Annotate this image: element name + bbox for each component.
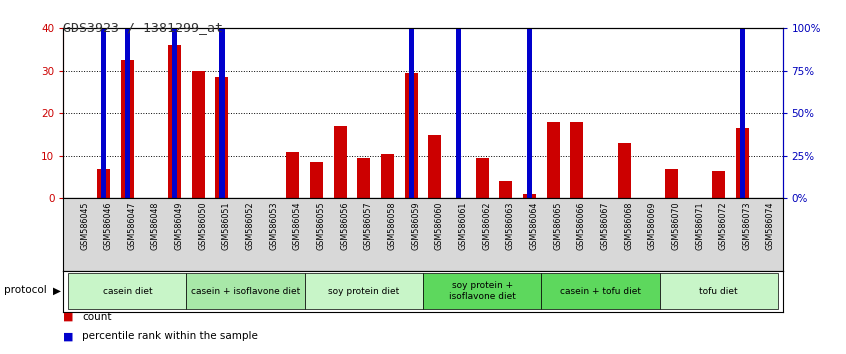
Bar bbox=[69, 273, 186, 309]
Bar bbox=[409, 28, 414, 198]
Text: GSM586071: GSM586071 bbox=[695, 202, 704, 250]
Bar bbox=[101, 28, 107, 198]
Text: GSM586052: GSM586052 bbox=[245, 202, 255, 251]
Text: ■: ■ bbox=[63, 331, 74, 341]
Bar bbox=[333, 126, 347, 198]
Text: casein + tofu diet: casein + tofu diet bbox=[560, 287, 641, 296]
Bar bbox=[168, 45, 181, 198]
Bar bbox=[456, 28, 461, 198]
Text: GSM586058: GSM586058 bbox=[387, 202, 397, 250]
Bar bbox=[192, 71, 205, 198]
Text: GSM586056: GSM586056 bbox=[340, 202, 349, 250]
Text: casein + isoflavone diet: casein + isoflavone diet bbox=[191, 287, 300, 296]
Bar bbox=[287, 152, 299, 198]
Text: GSM586046: GSM586046 bbox=[104, 202, 113, 250]
Bar bbox=[97, 169, 110, 198]
Text: protocol: protocol bbox=[4, 285, 47, 295]
Text: soy protein +
isoflavone diet: soy protein + isoflavone diet bbox=[448, 281, 515, 301]
Text: GSM586054: GSM586054 bbox=[293, 202, 302, 250]
Text: GSM586051: GSM586051 bbox=[222, 202, 231, 250]
Text: GSM586072: GSM586072 bbox=[719, 202, 728, 251]
Text: GSM586045: GSM586045 bbox=[80, 202, 89, 250]
Bar bbox=[665, 169, 678, 198]
Text: GSM586074: GSM586074 bbox=[766, 202, 775, 250]
Bar bbox=[712, 171, 725, 198]
Bar bbox=[305, 273, 423, 309]
Bar bbox=[547, 122, 559, 198]
Text: GSM586059: GSM586059 bbox=[411, 202, 420, 251]
Bar bbox=[527, 28, 532, 198]
Text: GSM586062: GSM586062 bbox=[482, 202, 492, 250]
Text: GSM586055: GSM586055 bbox=[316, 202, 326, 251]
Bar bbox=[570, 122, 583, 198]
Text: tofu diet: tofu diet bbox=[700, 287, 738, 296]
Bar bbox=[381, 154, 394, 198]
Text: GSM586057: GSM586057 bbox=[364, 202, 373, 251]
Bar bbox=[523, 194, 536, 198]
Bar bbox=[124, 28, 130, 198]
Bar bbox=[736, 128, 749, 198]
Bar bbox=[357, 158, 371, 198]
Bar bbox=[186, 273, 305, 309]
Text: GSM586047: GSM586047 bbox=[127, 202, 136, 250]
Bar bbox=[219, 28, 224, 198]
Text: soy protein diet: soy protein diet bbox=[328, 287, 399, 296]
Text: GSM586070: GSM586070 bbox=[672, 202, 680, 250]
Bar bbox=[541, 273, 660, 309]
Bar bbox=[310, 162, 323, 198]
Text: GSM586049: GSM586049 bbox=[174, 202, 184, 250]
Text: GSM586048: GSM586048 bbox=[151, 202, 160, 250]
Bar bbox=[428, 135, 442, 198]
Text: GSM586069: GSM586069 bbox=[648, 202, 656, 250]
Text: percentile rank within the sample: percentile rank within the sample bbox=[82, 331, 258, 341]
Text: GSM586060: GSM586060 bbox=[435, 202, 444, 250]
Text: GSM586068: GSM586068 bbox=[624, 202, 633, 250]
Text: GDS3923 / 1381299_at: GDS3923 / 1381299_at bbox=[63, 21, 223, 34]
Text: GSM586073: GSM586073 bbox=[742, 202, 751, 250]
Bar bbox=[739, 28, 745, 198]
Text: ■: ■ bbox=[63, 312, 74, 322]
Text: count: count bbox=[82, 312, 112, 322]
Bar bbox=[618, 143, 630, 198]
Text: GSM586065: GSM586065 bbox=[553, 202, 562, 250]
Bar bbox=[499, 181, 513, 198]
Text: GSM586061: GSM586061 bbox=[459, 202, 468, 250]
Text: GSM586064: GSM586064 bbox=[530, 202, 538, 250]
Bar bbox=[216, 77, 228, 198]
Bar bbox=[404, 73, 418, 198]
Text: GSM586050: GSM586050 bbox=[198, 202, 207, 250]
Bar bbox=[121, 60, 134, 198]
Bar bbox=[660, 273, 777, 309]
Text: GSM586053: GSM586053 bbox=[269, 202, 278, 250]
Text: GSM586067: GSM586067 bbox=[601, 202, 609, 250]
Text: GSM586066: GSM586066 bbox=[577, 202, 585, 250]
Text: casein diet: casein diet bbox=[102, 287, 152, 296]
Text: GSM586063: GSM586063 bbox=[506, 202, 515, 250]
Bar bbox=[423, 273, 541, 309]
Text: ▶: ▶ bbox=[53, 285, 61, 295]
Bar bbox=[475, 158, 489, 198]
Bar bbox=[172, 28, 177, 198]
